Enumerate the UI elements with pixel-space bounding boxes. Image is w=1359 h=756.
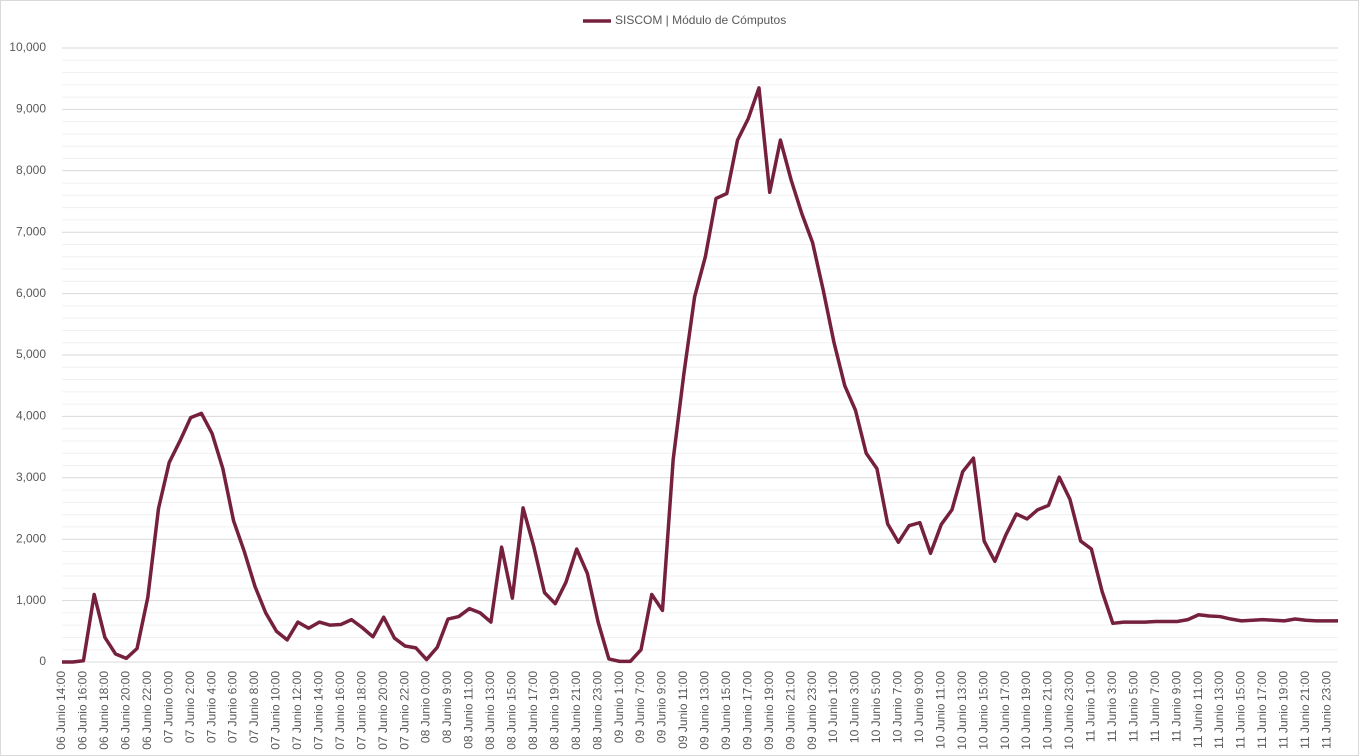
y-tick-label: 10,000	[9, 40, 46, 54]
x-tick-label: 09 Junio 15:00	[719, 671, 733, 750]
x-tick-label: 07 Junio 6:00	[226, 671, 240, 743]
x-tick-label: 11 Junio 21:00	[1298, 671, 1312, 749]
x-tick-label: 10 Junio 3:00	[848, 671, 862, 743]
x-tick-label: 11 Junio 19:00	[1277, 671, 1291, 749]
x-tick-label: 09 Junio 17:00	[740, 671, 754, 750]
x-tick-label: 07 Junio 12:00	[290, 671, 304, 750]
y-tick-label: 5,000	[16, 347, 46, 361]
x-tick-label: 07 Junio 2:00	[183, 671, 197, 743]
x-tick-label: 11 Junio 17:00	[1255, 671, 1269, 749]
y-tick-label: 4,000	[16, 409, 46, 423]
x-tick-label: 09 Junio 23:00	[805, 671, 819, 750]
x-tick-label: 10 Junio 1:00	[826, 671, 840, 743]
x-tick-label: 09 Junio 7:00	[633, 671, 647, 743]
x-tick-label: 06 Junio 14:00	[54, 671, 68, 750]
x-tick-label: 09 Junio 13:00	[698, 671, 712, 750]
x-tick-label: 06 Junio 16:00	[76, 671, 90, 750]
x-tick-label: 08 Junio 11:00	[462, 671, 476, 749]
line-series	[62, 86, 1338, 664]
x-tick-label: 08 Junio 21:00	[569, 671, 583, 750]
x-tick-label: 06 Junio 20:00	[119, 671, 133, 750]
x-tick-label: 06 Junio 18:00	[97, 671, 111, 750]
x-tick-label: 09 Junio 1:00	[612, 671, 626, 743]
x-tick-label: 11 Junio 7:00	[1148, 671, 1162, 742]
x-tick-label: 08 Junio 17:00	[526, 671, 540, 750]
x-tick-label: 11 Junio 23:00	[1319, 671, 1333, 749]
x-tick-label: 09 Junio 11:00	[676, 671, 690, 749]
x-tick-label: 10 Junio 15:00	[976, 671, 990, 750]
y-tick-label: 3,000	[16, 470, 46, 484]
x-tick-label: 10 Junio 21:00	[1041, 671, 1055, 750]
x-tick-label: 07 Junio 8:00	[247, 671, 261, 743]
x-tick-label: 10 Junio 17:00	[998, 671, 1012, 750]
x-tick-label: 07 Junio 20:00	[376, 671, 390, 750]
x-tick-label: 10 Junio 7:00	[891, 671, 905, 743]
x-tick-label: 08 Junio 15:00	[505, 671, 519, 750]
x-tick-label: 11 Junio 9:00	[1169, 671, 1183, 742]
x-tick-label: 10 Junio 23:00	[1062, 671, 1076, 750]
x-tick-label: 10 Junio 11:00	[933, 671, 947, 749]
x-tick-label: 08 Junio 9:00	[440, 671, 454, 743]
x-tick-label: 11 Junio 3:00	[1105, 671, 1119, 742]
legend-label: SISCOM | Módulo de Cómputos	[615, 13, 786, 27]
y-tick-label: 1,000	[16, 593, 46, 607]
y-tick-label: 9,000	[16, 102, 46, 116]
x-tick-label: 07 Junio 4:00	[204, 671, 218, 743]
x-tick-label: 10 Junio 9:00	[912, 671, 926, 743]
x-tick-label: 07 Junio 0:00	[161, 671, 175, 743]
x-tick-label: 10 Junio 13:00	[955, 671, 969, 750]
x-tick-label: 11 Junio 13:00	[1212, 671, 1226, 749]
x-tick-label: 08 Junio 23:00	[590, 671, 604, 750]
x-tick-label: 07 Junio 18:00	[354, 671, 368, 750]
x-tick-label: 10 Junio 19:00	[1019, 671, 1033, 750]
x-tick-label: 07 Junio 14:00	[312, 671, 326, 750]
x-tick-label: 07 Junio 22:00	[397, 671, 411, 750]
x-tick-label: 11 Junio 1:00	[1084, 671, 1098, 742]
x-tick-label: 07 Junio 10:00	[269, 671, 283, 750]
y-tick-label: 7,000	[16, 224, 46, 238]
y-tick-label: 8,000	[16, 163, 46, 177]
x-tick-label: 08 Junio 19:00	[547, 671, 561, 750]
y-tick-label: 0	[39, 654, 46, 668]
y-tick-label: 2,000	[16, 531, 46, 545]
x-tick-label: 08 Junio 13:00	[483, 671, 497, 750]
x-tick-label: 08 Junio 0:00	[419, 671, 433, 743]
x-tick-label: 06 Junio 22:00	[140, 671, 154, 750]
x-tick-label: 11 Junio 5:00	[1126, 671, 1140, 742]
x-tick-label: 09 Junio 21:00	[783, 671, 797, 750]
x-tick-label: 09 Junio 9:00	[655, 671, 669, 743]
x-tick-label: 09 Junio 19:00	[762, 671, 776, 750]
x-tick-label: 11 Junio 11:00	[1191, 671, 1205, 748]
x-tick-label: 10 Junio 5:00	[869, 671, 883, 743]
x-tick-label: 11 Junio 15:00	[1234, 671, 1248, 749]
x-tick-label: 07 Junio 16:00	[333, 671, 347, 750]
y-tick-label: 6,000	[16, 286, 46, 300]
